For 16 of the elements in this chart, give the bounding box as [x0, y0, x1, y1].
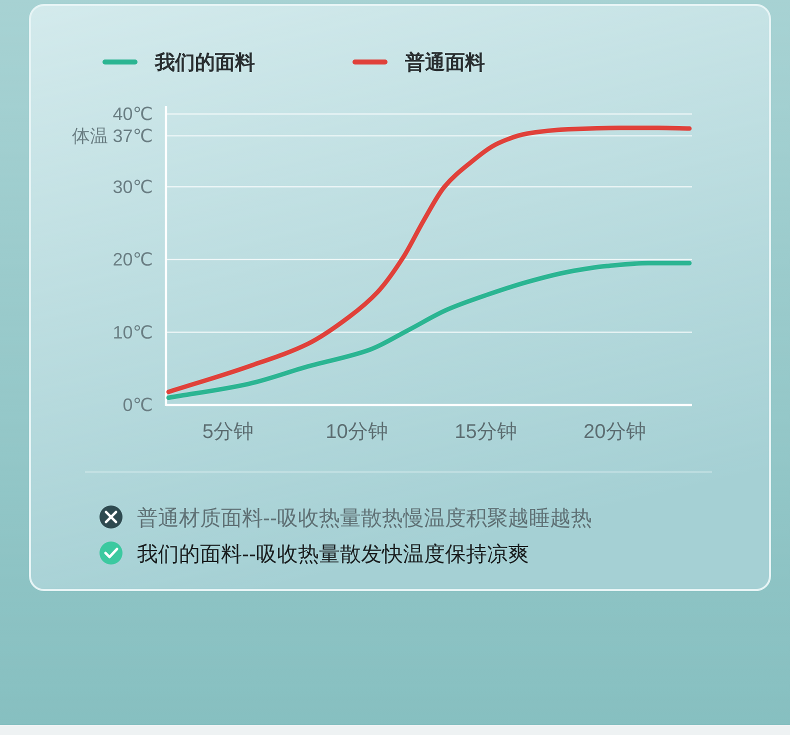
y-tick-label: 体温 37℃ [72, 126, 153, 146]
legend-label: 普通面料 [404, 51, 485, 74]
x-tick-label: 15分钟 [454, 421, 517, 443]
legend-label: 我们的面料 [154, 51, 255, 74]
text: 我们的面料--吸收热量散发快温度保持凉爽 [137, 543, 529, 566]
line-series [166, 126, 692, 394]
y-tick-label: 10℃ [112, 322, 153, 342]
x-tick-label: 5分钟 [202, 421, 254, 443]
text: 普通材质面料--吸收热量散热慢温度积聚越睡越热 [137, 506, 592, 530]
x-tick-label: 20分钟 [584, 421, 646, 443]
y-tick-label: 0℃ [122, 395, 153, 415]
line-series [166, 260, 692, 400]
y-tick-label: 30℃ [112, 176, 153, 197]
x-tick-label: 10分钟 [326, 421, 388, 443]
y-tick-label: 40℃ [112, 104, 153, 124]
y-tick-label: 20℃ [112, 250, 153, 270]
